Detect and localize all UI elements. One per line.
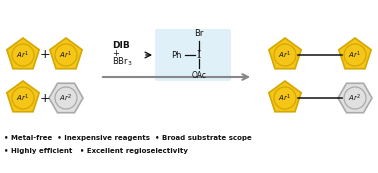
Circle shape xyxy=(12,87,34,109)
Text: $Ar^1$: $Ar^1$ xyxy=(279,49,291,61)
Text: • Metal-free  • Inexpensive reagents  • Broad substrate scope: • Metal-free • Inexpensive reagents • Br… xyxy=(4,135,252,141)
Polygon shape xyxy=(50,38,82,69)
Text: Br: Br xyxy=(194,29,204,38)
Polygon shape xyxy=(7,81,39,112)
Text: • Highly efficient   • Excellent regioselectivity: • Highly efficient • Excellent regiosele… xyxy=(4,148,188,154)
Circle shape xyxy=(12,44,34,66)
Text: $Ar^2$: $Ar^2$ xyxy=(59,92,73,104)
Polygon shape xyxy=(338,83,372,113)
Polygon shape xyxy=(49,83,83,113)
Text: $Ar^1$: $Ar^1$ xyxy=(349,49,362,61)
Text: $Ar^1$: $Ar^1$ xyxy=(59,49,73,61)
Text: +: + xyxy=(112,49,119,58)
Text: $Ar^1$: $Ar^1$ xyxy=(16,92,29,104)
Polygon shape xyxy=(339,38,371,69)
Text: +: + xyxy=(40,48,50,61)
Text: BBr$_3$: BBr$_3$ xyxy=(112,56,132,68)
Circle shape xyxy=(55,87,77,109)
Text: I: I xyxy=(197,50,201,60)
Text: DIB: DIB xyxy=(112,42,130,51)
Polygon shape xyxy=(269,38,301,69)
Text: +: + xyxy=(40,92,50,104)
Text: $Ar^1$: $Ar^1$ xyxy=(16,49,29,61)
FancyBboxPatch shape xyxy=(155,29,231,81)
Polygon shape xyxy=(7,38,39,69)
Text: $Ar^2$: $Ar^2$ xyxy=(349,92,362,104)
Circle shape xyxy=(344,44,366,66)
Circle shape xyxy=(274,87,296,109)
Text: OAc: OAc xyxy=(192,71,206,80)
Circle shape xyxy=(274,44,296,66)
Circle shape xyxy=(55,44,77,66)
Text: $Ar^1$: $Ar^1$ xyxy=(279,92,291,104)
Circle shape xyxy=(344,87,366,109)
Text: Ph: Ph xyxy=(172,51,182,60)
Polygon shape xyxy=(269,81,301,112)
